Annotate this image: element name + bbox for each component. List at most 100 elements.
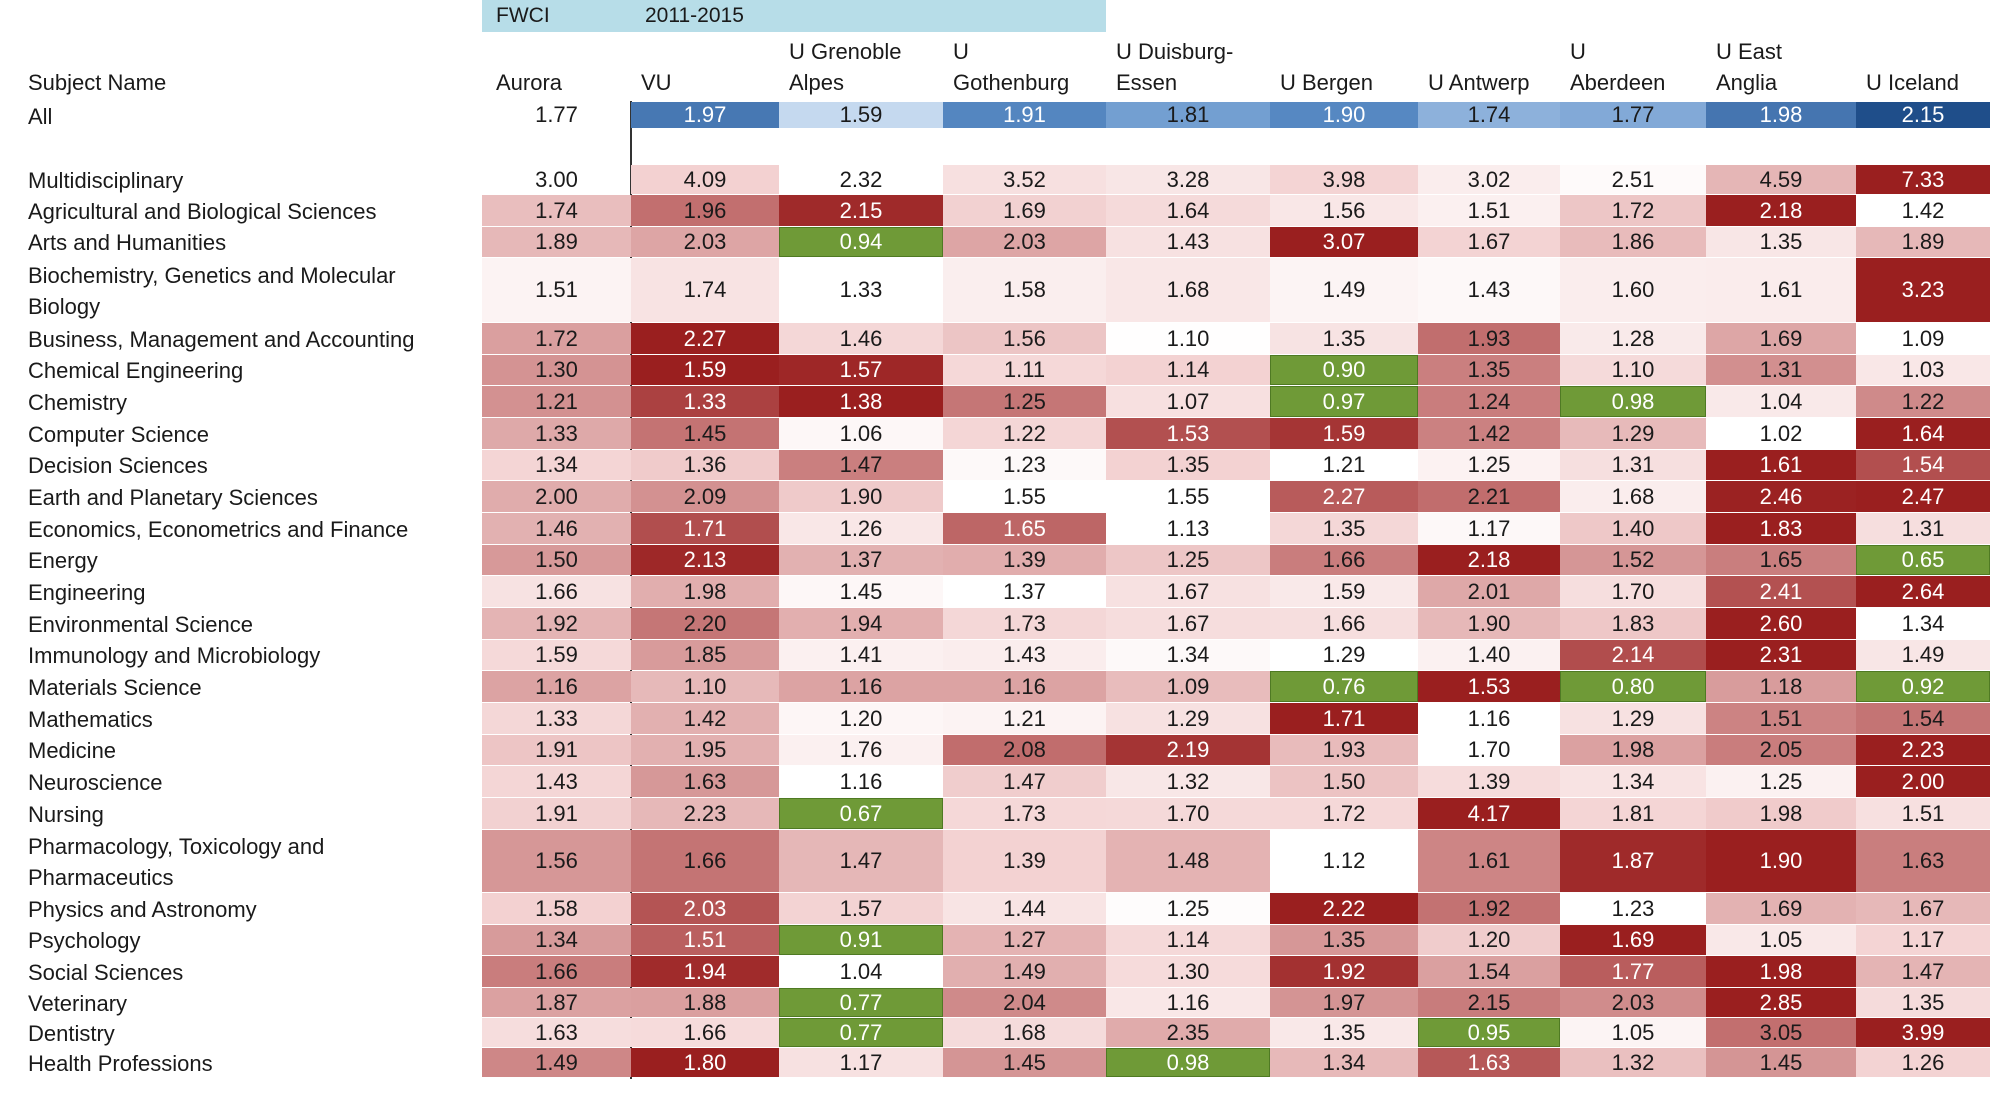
subject-label: Health Professions xyxy=(28,1051,213,1076)
heatmap-cell: 1.30 xyxy=(482,355,631,385)
heatmap-cell: 1.25 xyxy=(1418,450,1560,480)
heatmap-cell: 1.25 xyxy=(943,386,1106,417)
heatmap-cell: 1.45 xyxy=(1706,1048,1856,1077)
heatmap-cell: 1.35 xyxy=(1270,323,1418,354)
heatmap-cell: 1.68 xyxy=(943,1018,1106,1047)
heatmap-cell: 2.27 xyxy=(1270,481,1418,512)
heatmap-cell: 1.63 xyxy=(631,766,779,797)
heatmap-cell: 2.03 xyxy=(943,227,1106,257)
column-header: U Iceland xyxy=(1866,70,1959,95)
heatmap-cell: 1.45 xyxy=(631,418,779,449)
heatmap-cell: 2.23 xyxy=(1856,735,1990,765)
subject-label: Business, Management and Accounting xyxy=(28,327,415,352)
heatmap-cell: 1.16 xyxy=(1418,703,1560,734)
heatmap-cell: 1.92 xyxy=(1418,893,1560,924)
heatmap-cell: 3.99 xyxy=(1856,1018,1990,1047)
heatmap-cell: 1.43 xyxy=(482,766,631,797)
heatmap-cell: 1.35 xyxy=(1270,513,1418,544)
heatmap-cell: 4.59 xyxy=(1706,165,1856,194)
heatmap-cell: 1.43 xyxy=(1418,258,1560,322)
column-header: U Antwerp xyxy=(1428,70,1530,95)
column-header: U East Anglia xyxy=(1716,39,1783,95)
heatmap-cell: 1.22 xyxy=(943,418,1106,449)
heatmap-cell: 2.13 xyxy=(631,545,779,575)
subject-label: Dentistry xyxy=(28,1021,115,1046)
heatmap-cell: 2.15 xyxy=(1418,988,1560,1017)
heatmap-cell: 1.98 xyxy=(1706,956,1856,987)
heatmap-cell: 1.47 xyxy=(779,830,943,892)
heatmap-cell: 1.45 xyxy=(943,1048,1106,1077)
heatmap-cell: 1.72 xyxy=(1560,195,1706,226)
subject-label: Social Sciences xyxy=(28,960,184,985)
heatmap-cell: 4.09 xyxy=(631,165,779,194)
heatmap-cell: 1.40 xyxy=(1560,513,1706,544)
heatmap-cell: 1.88 xyxy=(631,988,779,1017)
fwci-header-band xyxy=(482,0,1106,32)
heatmap-cell: 1.67 xyxy=(1106,608,1270,639)
subject-label: Agricultural and Biological Sciences xyxy=(28,199,377,224)
heatmap-cell: 1.69 xyxy=(1706,893,1856,924)
heatmap-cell: 1.32 xyxy=(1560,1048,1706,1077)
heatmap-cell: 1.54 xyxy=(1418,956,1560,987)
heatmap-cell: 1.66 xyxy=(482,956,631,987)
heatmap-cell: 1.32 xyxy=(1106,766,1270,797)
heatmap-cell: 1.10 xyxy=(1560,355,1706,385)
heatmap-cell: 3.28 xyxy=(1106,165,1270,194)
heatmap-cell: 0.92 xyxy=(1856,671,1990,702)
heatmap-cell: 1.90 xyxy=(779,481,943,512)
heatmap-cell: 1.63 xyxy=(482,1018,631,1047)
heatmap-cell: 1.70 xyxy=(1418,735,1560,765)
subject-label: Medicine xyxy=(28,738,117,763)
heatmap-cell: 1.90 xyxy=(1418,608,1560,639)
heatmap-cell: 1.61 xyxy=(1706,450,1856,480)
heatmap-cell: 1.53 xyxy=(1418,671,1560,702)
heatmap-cell: 1.35 xyxy=(1706,227,1856,257)
heatmap-cell: 1.40 xyxy=(1418,640,1560,670)
heatmap-cell: 1.25 xyxy=(1106,545,1270,575)
heatmap-cell: 1.02 xyxy=(1706,418,1856,449)
heatmap-cell: 1.81 xyxy=(1560,798,1706,829)
heatmap-cell: 1.65 xyxy=(1706,545,1856,575)
heatmap-cell: 1.56 xyxy=(482,830,631,892)
heatmap-cell: 1.93 xyxy=(1270,735,1418,765)
heatmap-cell: 1.27 xyxy=(943,925,1106,955)
period-label: 2011-2015 xyxy=(645,4,744,27)
heatmap-cell: 1.72 xyxy=(482,323,631,354)
heatmap-cell: 1.66 xyxy=(482,576,631,607)
heatmap-cell: 1.97 xyxy=(1270,988,1418,1017)
heatmap-cell: 1.34 xyxy=(482,925,631,955)
heatmap-cell: 1.64 xyxy=(1856,418,1990,449)
heatmap-cell: 1.05 xyxy=(1560,1018,1706,1047)
heatmap-cell: 1.38 xyxy=(779,386,943,417)
heatmap-cell: 1.05 xyxy=(1706,925,1856,955)
heatmap-cell: 2.23 xyxy=(631,798,779,829)
heatmap-cell: 1.93 xyxy=(1418,323,1560,354)
heatmap-cell: 1.98 xyxy=(631,576,779,607)
heatmap-cell: 1.67 xyxy=(1856,893,1990,924)
heatmap-cell: 1.26 xyxy=(1856,1048,1990,1077)
heatmap-cell: 1.36 xyxy=(631,450,779,480)
subject-label: Multidisciplinary xyxy=(28,168,184,193)
heatmap-cell: 1.63 xyxy=(1856,830,1990,892)
heatmap-cell: 1.44 xyxy=(943,893,1106,924)
column-header: U Grenoble Alpes xyxy=(789,39,902,95)
heatmap-cell: 1.70 xyxy=(1106,798,1270,829)
subject-name-header: Subject Name xyxy=(28,70,167,95)
heatmap-cell: 1.91 xyxy=(943,102,1106,128)
heatmap-cell: 1.66 xyxy=(1270,608,1418,639)
heatmap-cell: 1.98 xyxy=(1706,102,1856,128)
heatmap-cell: 1.21 xyxy=(1270,450,1418,480)
heatmap-cell: 1.80 xyxy=(631,1048,779,1077)
heatmap-cell: 1.96 xyxy=(631,195,779,226)
heatmap-cell: 1.23 xyxy=(943,450,1106,480)
heatmap-cell: 1.42 xyxy=(1418,418,1560,449)
heatmap-cell: 1.34 xyxy=(1106,640,1270,670)
heatmap-cell: 1.49 xyxy=(1856,640,1990,670)
heatmap-cell: 1.10 xyxy=(631,671,779,702)
heatmap-cell: 1.87 xyxy=(1560,830,1706,892)
heatmap-cell: 1.91 xyxy=(482,735,631,765)
heatmap-cell: 1.54 xyxy=(1856,450,1990,480)
heatmap-cell: 2.32 xyxy=(779,165,943,194)
heatmap-cell: 1.77 xyxy=(1560,102,1706,128)
heatmap-cell: 1.50 xyxy=(482,545,631,575)
